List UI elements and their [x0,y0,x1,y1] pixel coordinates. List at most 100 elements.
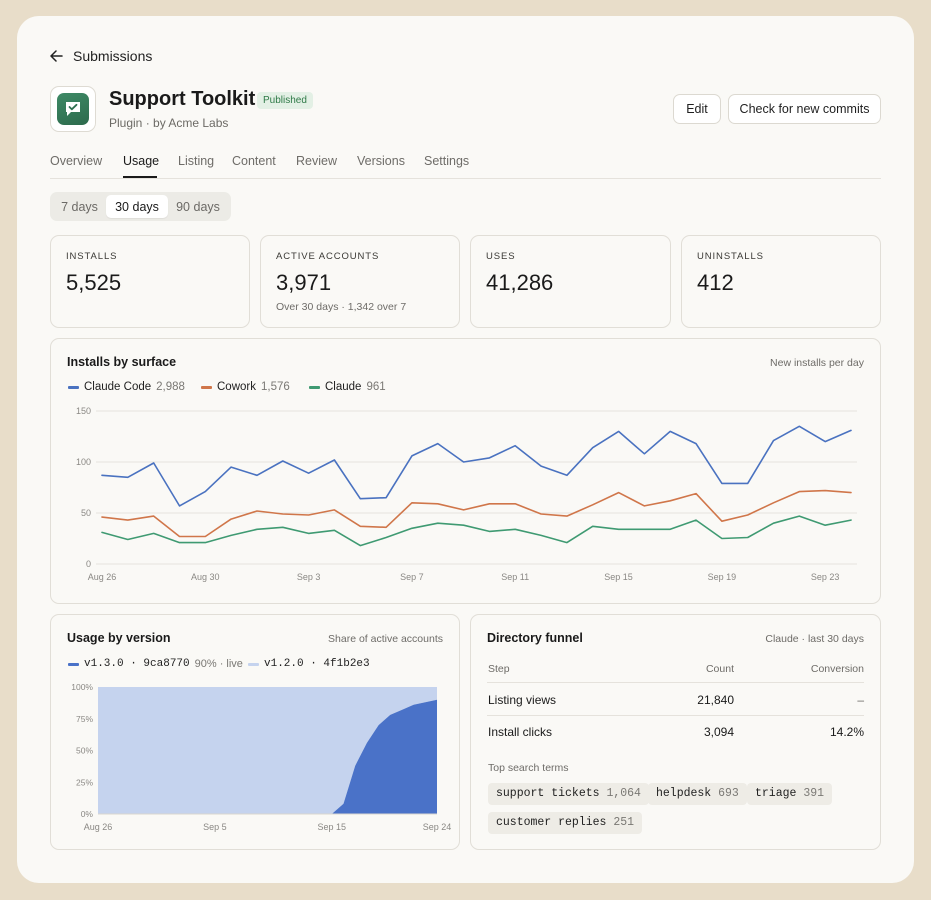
area-v120 [98,687,437,814]
stat-value: 5,525 [66,270,122,295]
directory-funnel-card: Directory funnel Claude · last 30 days S… [470,614,881,850]
legend-swatch [201,385,212,389]
range-option-30-days[interactable]: 30 days [106,195,168,218]
x-tick-label: Sep 15 [318,822,347,832]
stat-value: 41,286 [486,270,554,295]
tab-content[interactable]: Content [232,154,276,168]
funnel-step: Listing views [488,693,557,707]
funnel-count: 21,840 [697,693,734,707]
stat-label: UNINSTALLS [697,251,764,262]
legend-value: 1,576 [260,381,290,393]
column-header-conversion: Conversion [810,663,864,675]
active-tab-indicator [123,176,157,178]
x-tick-label: Sep 24 [423,822,452,832]
y-tick-label: 50% [76,746,93,756]
search-term: customer replies [496,816,607,829]
tab-listing[interactable]: Listing [178,154,215,168]
stat-card-installs: INSTALLS 5,525 [50,235,250,328]
version-area-chart: 0% 25% 50% 75% 100% Aug 26 Sep 5 Sep 15 Sep 24 [71,682,452,832]
tab-versions[interactable]: Versions [357,154,405,168]
legend-swatch [68,662,79,666]
search-term-chip[interactable]: triage 391 [747,783,833,805]
y-tick-label: 150 [76,406,91,416]
legend-label: Claude [325,381,362,393]
series-line-claude [101,515,852,547]
legend-cowork: Cowork 1,576 [201,381,290,393]
series-line-claude-code [101,425,852,507]
search-term-count: 391 [803,787,825,800]
stat-note: Over 30 days · 1,342 over 7 [276,301,407,313]
tab-usage[interactable]: Usage [123,154,160,168]
search-term-chip[interactable]: support tickets 1,064 [488,783,649,805]
tab-settings[interactable]: Settings [424,154,470,168]
search-term-chip[interactable]: customer replies 251 [488,812,643,834]
stat-label: USES [486,251,516,262]
range-option-7-days[interactable]: 7 days [61,199,98,214]
legend-value: 90% · live [194,658,243,670]
edit-button[interactable]: Edit [673,94,721,124]
search-term: triage [755,787,797,800]
chat-check-icon [57,93,89,125]
legend-label: v1.3.0 · 9ca8770 [84,658,190,670]
y-tick-label: 100% [71,682,93,692]
search-terms-label: Top search terms [488,762,569,774]
installs-line-chart: 0 50 100 150 Aug 26 Aug 30 Sep 3 Sep 7 Sep 11 Sep… [76,406,857,582]
table-divider [487,682,864,683]
stat-card-uses: USES 41,286 [470,235,671,328]
legend-v120: v1.2.0 · 4f1b2e3 [248,658,370,670]
page-subtitle: Plugin · by Acme Labs [109,116,229,130]
x-tick-label: Sep 11 [501,572,529,582]
check-commits-button[interactable]: Check for new commits [728,94,881,124]
search-term-chip[interactable]: helpdesk 693 [648,783,747,805]
legend-claude: Claude 961 [309,381,386,393]
x-tick-label: Sep 7 [400,572,424,582]
x-tick-label: Sep 15 [604,572,633,582]
legend-swatch [68,385,79,389]
range-option-90-days[interactable]: 90 days [176,199,220,214]
legend-swatch [309,385,320,389]
page-title: Support Toolkit [109,88,256,110]
legend-label: Cowork [217,381,256,393]
legend-claude-code: Claude Code 2,988 [68,381,185,393]
card-title: Usage by version [67,631,171,645]
stat-value: 412 [697,270,734,295]
stat-label: INSTALLS [66,251,118,262]
stat-card-active-accounts: ACTIVE ACCOUNTS 3,971 Over 30 days · 1,3… [260,235,460,328]
y-tick-label: 75% [76,714,93,724]
x-tick-label: Sep 23 [811,572,840,582]
x-tick-label: Sep 5 [203,822,227,832]
search-term-count: 1,064 [606,787,641,800]
funnel-conversion: – [857,693,864,707]
search-term-count: 251 [613,816,635,829]
card-note: Claude · last 30 days [765,633,864,645]
y-tick-label: 100 [76,457,91,467]
x-tick-label: Sep 19 [708,572,737,582]
column-header-count: Count [705,663,734,675]
y-tick-label: 50 [81,508,91,518]
tab-bar: Overview Usage Listing Content Review Ve… [50,150,881,179]
back-link-label: Submissions [73,48,153,64]
table-divider [487,715,864,716]
arrow-left-icon [50,50,63,62]
y-tick-label: 0% [81,809,94,819]
app-window: Submissions Support Toolkit Published Pl… [17,16,914,883]
card-title: Directory funnel [487,631,583,645]
search-term-count: 693 [718,787,739,800]
legend-value: 961 [366,381,386,393]
time-range-selector: 7 days 30 days 90 days [50,192,231,221]
legend-label: v1.2.0 · 4f1b2e3 [264,658,370,670]
card-note: New installs per day [770,357,864,369]
legend-label: Claude Code [84,381,152,393]
back-link[interactable]: Submissions [50,46,152,66]
funnel-conversion: 14.2% [829,725,864,739]
legend-v130: v1.3.0 · 9ca8770 90% · live [68,658,243,670]
search-term: support tickets [496,787,600,800]
installs-by-surface-card: Installs by surface New installs per day… [50,338,881,604]
tab-review[interactable]: Review [296,154,337,168]
tab-overview[interactable]: Overview [50,154,103,168]
x-tick-label: Aug 26 [84,822,113,832]
stat-label: ACTIVE ACCOUNTS [276,251,380,262]
area-v130 [98,699,437,814]
stat-card-uninstalls: UNINSTALLS 412 [681,235,881,328]
stat-value: 3,971 [276,270,332,295]
